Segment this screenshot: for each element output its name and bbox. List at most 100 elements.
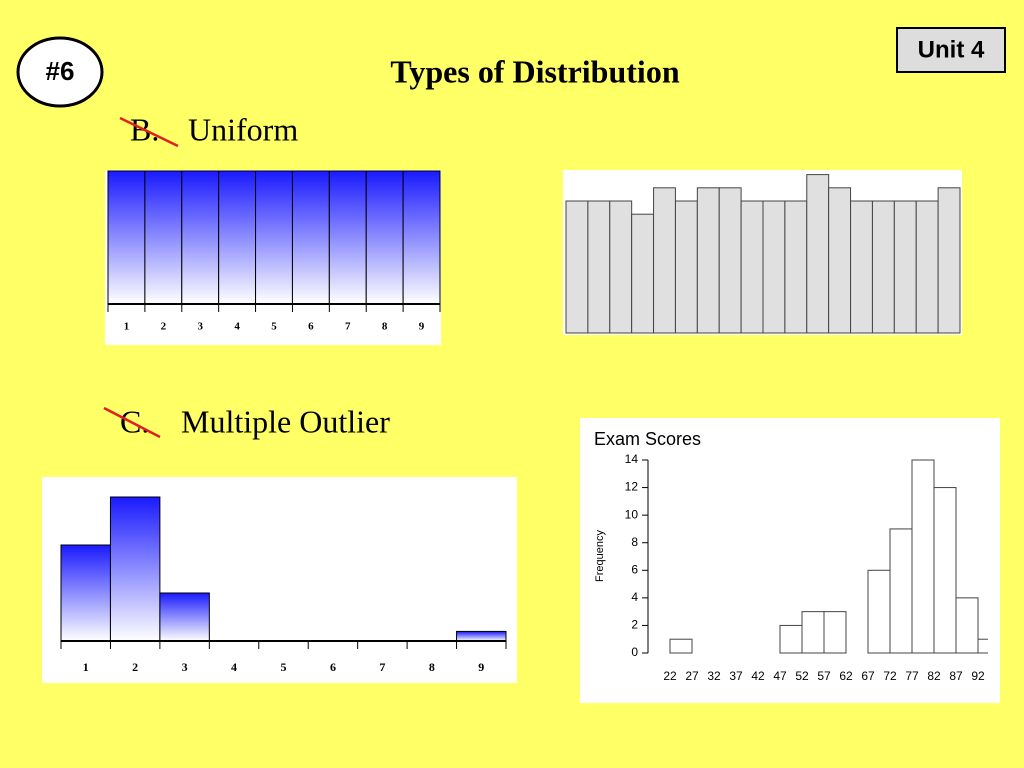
bar [784,200,808,334]
bar [60,544,111,642]
section-name: Uniform [188,111,298,147]
x-tick-label: 42 [751,669,765,683]
bar [779,624,803,654]
bar [587,200,611,334]
y-tick-label: 8 [631,535,638,549]
x-tick-label: 2 [161,321,167,333]
bar [977,638,988,654]
bar [669,638,693,654]
x-tick-label: 62 [839,669,853,683]
x-tick-label: 6 [308,321,314,333]
bar [762,200,786,334]
x-tick-label: 7 [345,321,351,333]
bar [806,174,830,334]
x-tick-label: 47 [773,669,787,683]
bar [867,569,891,654]
slide-number: #6 [46,56,75,86]
x-tick-label: 32 [707,669,721,683]
x-tick-label: 4 [234,321,240,333]
x-tick-label: 22 [663,669,677,683]
x-tick-label: 5 [281,660,287,674]
x-tick-label: 5 [271,321,277,333]
unit-label: Unit 4 [918,36,985,63]
x-tick-label: 7 [379,660,385,674]
x-tick-label: 57 [817,669,831,683]
y-tick-label: 4 [631,590,638,604]
bar [850,200,873,334]
chart: 1 2 3 4 5 6 7 8 9 [60,496,507,674]
bar [718,187,742,334]
strike [119,116,179,148]
y-tick-label: 10 [625,507,639,521]
y-axis-label: Frequency [594,530,606,582]
bar [801,611,825,654]
bar [653,187,676,334]
bar [107,170,146,305]
bar [109,496,161,642]
x-tick-label: 27 [685,669,699,683]
x-tick-label: 52 [795,669,809,683]
bar [144,170,183,305]
x-tick-label: 9 [419,321,425,333]
x-tick-label: 3 [197,321,203,333]
x-tick-label: 87 [949,669,963,683]
bar [933,487,957,654]
chart [565,174,961,334]
x-tick-label: 92 [971,669,985,683]
x-tick-label: 1 [83,660,89,674]
bar [740,200,764,334]
bar [915,200,939,334]
x-tick-label: 82 [927,669,941,683]
bar [565,200,589,334]
bar [955,597,979,654]
section-name: Multiple Outlier [181,403,390,439]
bar [456,630,507,642]
x-tick-label: 67 [861,669,875,683]
x-tick-label: 8 [382,321,388,333]
y-tick-label: 14 [625,452,639,466]
strike [103,406,161,439]
bar [255,170,293,305]
bar [365,170,404,305]
bar [291,170,330,305]
bar [823,611,847,654]
bar [218,170,257,305]
x-tick-label: 1 [124,321,130,333]
bar [181,170,220,305]
unit-box [896,27,1006,73]
y-tick-label: 12 [625,480,639,494]
x-tick-label: 6 [330,660,336,674]
section-label: C. [120,403,149,439]
x-tick-label: 9 [478,660,484,674]
bar [609,200,633,334]
x-tick-label: 2 [132,660,138,674]
bar [911,459,935,654]
bar [674,200,698,334]
y-tick-label: 6 [631,562,638,576]
x-tick-label: 8 [429,660,435,674]
chart-title: Exam Scores [594,429,701,449]
bar [159,592,210,642]
bar [402,170,441,305]
bar [828,187,852,334]
bar [937,187,961,334]
slide-title: Types of Distribution [390,53,679,89]
x-tick-label: 77 [905,669,919,683]
x-tick-label: 72 [883,669,897,683]
bar [871,200,895,334]
number-badge [16,36,104,108]
bar [631,213,655,334]
y-tick-label: 2 [631,618,638,632]
x-tick-label: 4 [231,660,237,674]
bar [696,187,720,334]
x-tick-label: 3 [182,660,188,674]
bar [889,528,913,654]
chart: Exam Scores Frequency 0 2 4 6 8 10 12 14 22 27 32 37 4… [594,429,988,683]
chart: 1 2 3 4 5 6 7 8 9 [107,170,441,333]
y-tick-label: 0 [631,645,638,659]
bar [893,200,917,334]
x-tick-label: 37 [729,669,743,683]
bar [328,170,367,305]
